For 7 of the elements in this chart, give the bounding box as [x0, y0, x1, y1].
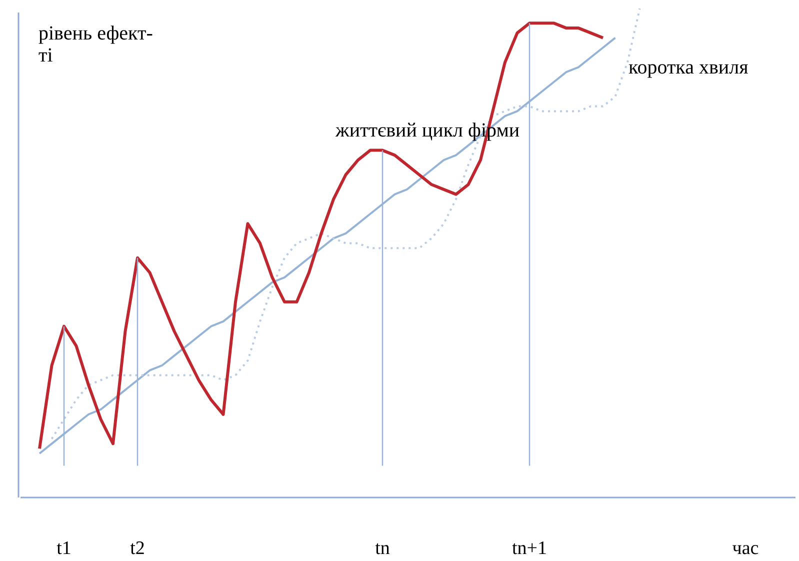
x-tick-label: t1 — [56, 538, 72, 559]
x-tick-label: tn — [375, 538, 390, 559]
x-tick-label: tn+1 — [512, 538, 548, 559]
y-axis-title: рівень ефект- ті — [38, 22, 153, 66]
x-axis-title: час — [732, 538, 759, 559]
x-tick-label: t2 — [130, 538, 145, 559]
annotation: коротка хвиля — [628, 56, 748, 78]
